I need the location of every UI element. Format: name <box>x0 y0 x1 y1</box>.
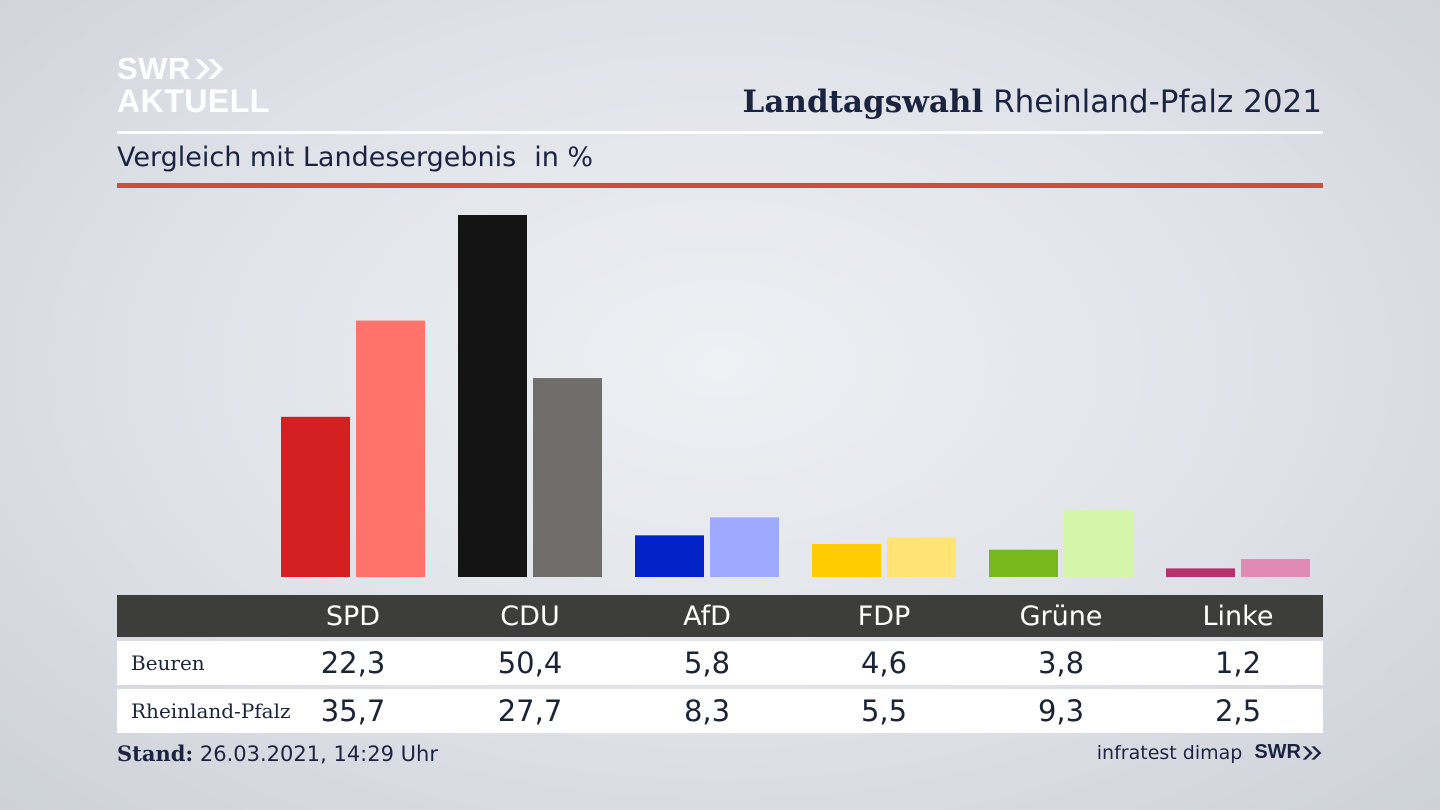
subtitle: Vergleich mit Landesergebnis in % <box>117 142 593 173</box>
value-cell: 35,7 <box>320 694 386 728</box>
source-credit: infratest dimap SWR <box>1097 741 1323 764</box>
accent-divider <box>117 183 1323 188</box>
value-cell: 22,3 <box>320 646 386 680</box>
table-row: Beuren 22,3 50,4 5,8 4,6 3,8 1,2 <box>117 641 1323 685</box>
value-cell: 27,7 <box>497 694 563 728</box>
column-header: AfD <box>683 600 731 632</box>
title-divider <box>117 131 1323 134</box>
bar-afd-state <box>710 517 779 577</box>
bar-fdp-state <box>887 537 956 577</box>
logo-aktuell-text: AKTUELL <box>117 83 270 119</box>
value-cell: 1,2 <box>1214 646 1262 680</box>
value-cell: 4,6 <box>860 646 908 680</box>
value-cell: 50,4 <box>497 646 563 680</box>
column-header: FDP <box>857 600 911 632</box>
bar-linke-state <box>1241 559 1310 577</box>
swr-footer-logo: SWR <box>1254 741 1323 764</box>
value-cell: 3,8 <box>1037 646 1085 680</box>
bar-linke-local <box>1166 568 1235 577</box>
column-header: CDU <box>500 600 560 632</box>
stand-label: Stand: <box>117 741 194 766</box>
bar-spd-local <box>281 416 350 577</box>
value-cell: 2,5 <box>1214 694 1262 728</box>
timestamp: Stand: 26.03.2021, 14:29 Uhr <box>117 741 438 766</box>
title-bold: Landtagswahl <box>742 84 984 120</box>
subtitle-text: Vergleich mit Landesergebnis <box>117 142 517 173</box>
bar-grne-local <box>989 549 1058 577</box>
bar-cdu-local <box>458 215 527 577</box>
value-cell: 5,5 <box>860 694 908 728</box>
double-chevron-icon <box>193 57 225 81</box>
bar-cdu-state <box>533 378 602 577</box>
bar-chart <box>281 215 1310 577</box>
page-title: Landtagswahl Rheinland-Pfalz 2021 <box>743 84 1322 120</box>
column-header: Linke <box>1202 600 1274 632</box>
table-header: SPD CDU AfD FDP Grüne Linke <box>117 595 1323 637</box>
swr-aktuell-logo: SWR AKTUELL <box>117 51 270 119</box>
logo-swr-text: SWR <box>117 51 191 86</box>
bar-afd-local <box>635 535 704 577</box>
row-label: Rheinland-Pfalz <box>131 699 291 723</box>
table-row: Rheinland-Pfalz 35,7 27,7 8,3 5,5 9,3 2,5 <box>117 689 1323 733</box>
swr-footer-text: SWR <box>1254 741 1301 763</box>
source-text: infratest dimap <box>1096 741 1243 764</box>
bar-fdp-local <box>812 543 881 577</box>
double-chevron-icon <box>1302 745 1322 760</box>
row-label: Beuren <box>131 651 205 675</box>
bar-spd-state <box>356 320 425 577</box>
unit-label: in % <box>534 142 594 173</box>
value-cell: 9,3 <box>1037 694 1085 728</box>
title-rest: Rheinland-Pfalz 2021 <box>993 84 1322 120</box>
results-table: SPD CDU AfD FDP Grüne Linke Beuren 22,3 50,4 5,… <box>117 595 1323 733</box>
stand-value: 26.03.2021, 14:29 Uhr <box>199 742 438 766</box>
column-header: SPD <box>325 600 381 632</box>
value-cell: 5,8 <box>683 646 731 680</box>
bar-grne-state <box>1064 510 1133 577</box>
column-header: Grüne <box>1019 600 1103 632</box>
value-cell: 8,3 <box>683 694 731 728</box>
